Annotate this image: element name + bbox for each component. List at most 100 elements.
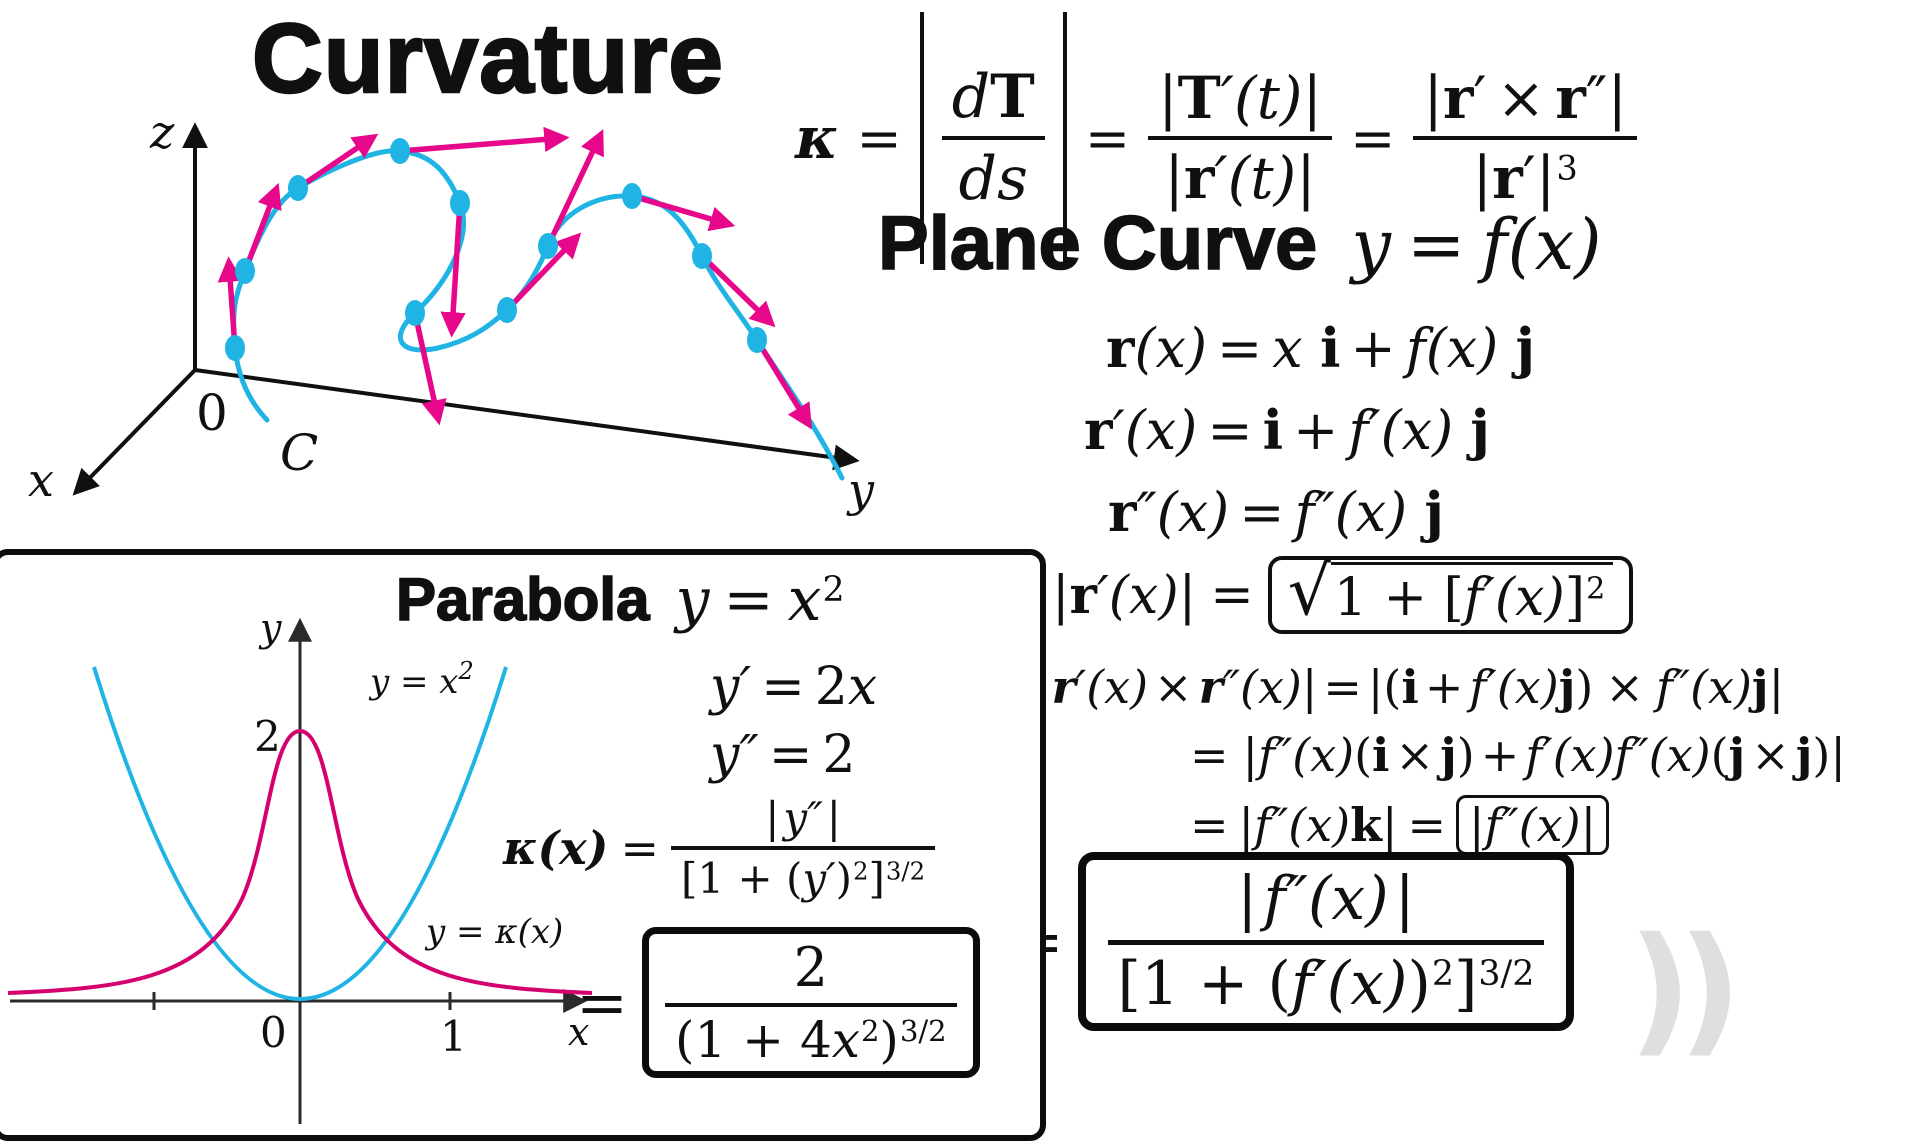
vector-j: j	[1440, 728, 1457, 782]
curve-points	[225, 138, 767, 361]
math-run: |	[1178, 565, 1197, 626]
plus-sign: +	[1350, 316, 1396, 380]
math-run: |	[1302, 64, 1323, 132]
equals: =	[1407, 798, 1447, 852]
equation-cross-2: = |f″(x)(i × j) + f′(x)f″(x)(j × j)|	[1190, 728, 1846, 782]
math-run: y′	[710, 657, 752, 717]
math-run: ′(x)	[1112, 399, 1198, 462]
axes-3d	[72, 122, 860, 496]
times-sign: ×	[1751, 728, 1790, 782]
fraction-cross-product: | r ′ × r ″ | | r ′ | 3	[1413, 64, 1637, 212]
math-run: y″	[710, 725, 759, 785]
times-sign: ×	[1395, 728, 1435, 782]
equals: =	[1350, 106, 1396, 170]
vector-i: i	[1319, 316, 1341, 380]
page-title: Curvature	[251, 2, 724, 115]
math-run: )	[1407, 949, 1431, 1019]
example-title: Parabola	[395, 565, 650, 634]
math-run: f″(x)	[1294, 481, 1408, 544]
y-axis	[194, 368, 860, 471]
kappa-curve-label: y = κ(x)	[424, 912, 563, 952]
math-run: |	[1301, 660, 1318, 714]
vector-r: r	[1084, 398, 1113, 462]
equation-speed: |r′(x)| = √ 1 + [f′(x)] 2	[1052, 556, 1634, 634]
math-run: f″(x)	[1254, 798, 1351, 852]
vector-r: r	[1442, 64, 1474, 132]
math-run: f″(x)	[1614, 728, 1711, 782]
plot-tick-1: 1	[440, 1012, 467, 1061]
math-run: f′(x)	[1290, 949, 1408, 1019]
equals: =	[620, 821, 659, 875]
math-run: |	[1381, 798, 1398, 852]
exponent: 2	[1431, 953, 1454, 994]
math-run: |	[1472, 144, 1493, 212]
vector-r: r	[1555, 64, 1586, 132]
math-run: ′	[1473, 64, 1487, 132]
math-run: ′	[1522, 144, 1536, 212]
times-sign: ×	[1154, 660, 1193, 714]
math-run: x	[831, 1011, 860, 1069]
y-axis-label: y	[846, 463, 875, 517]
math-run: 2	[793, 936, 828, 999]
equals: =	[856, 106, 902, 170]
plus-sign: +	[1480, 728, 1520, 782]
curve-label: C	[280, 424, 318, 482]
math-run: ′(t)	[1214, 144, 1297, 212]
math-run: (	[1710, 728, 1729, 782]
vector-r: r	[1183, 144, 1215, 212]
math-run: |	[1535, 144, 1556, 212]
equals: =	[1406, 204, 1466, 286]
math-run: ′(x)	[1075, 660, 1149, 714]
vector-r: r	[1492, 144, 1523, 212]
vector-r: r	[1051, 660, 1076, 714]
vector-T: T	[1177, 64, 1221, 132]
math-run: f′(x)	[1525, 728, 1615, 782]
z-axis-label: z	[149, 105, 175, 159]
math-run: |	[1296, 144, 1316, 212]
math-run: |	[1242, 728, 1259, 782]
math-run: x	[787, 565, 822, 635]
math-run: f″(x)	[1655, 660, 1752, 714]
x-axis	[72, 368, 197, 496]
boxed-result: | f″(x) |	[1456, 795, 1610, 855]
math-run: ]	[1564, 568, 1586, 628]
math-run: )	[1812, 728, 1831, 782]
origin-label: 0	[196, 384, 228, 442]
plus-sign: +	[1424, 660, 1464, 714]
plot-tick-0: 0	[260, 1008, 287, 1057]
math-run: ′(t)	[1220, 64, 1303, 132]
math-run: (1 + 4	[674, 1011, 832, 1069]
exponent: 3/2	[885, 856, 926, 886]
vector-i: i	[1401, 660, 1419, 714]
math-run: [1 + (	[680, 854, 803, 903]
vector-j: j	[1795, 728, 1813, 782]
curvature-result: = 2 (1 + 4 x 2) 3/2	[576, 927, 980, 1078]
math-run: 2	[822, 725, 856, 785]
math-run: f″(x)	[1263, 864, 1389, 934]
parabola-curve-label: y = x2	[368, 657, 474, 702]
math-run: f(x)	[1405, 317, 1499, 380]
fraction-Tprime-rprime: | T ′(t) | | r ′(t) |	[1148, 64, 1333, 212]
equals: =	[1207, 398, 1253, 462]
math-run: )	[1456, 728, 1475, 782]
math-run: y	[675, 565, 710, 635]
vector-j: j	[1424, 480, 1444, 544]
vector-T: T	[990, 62, 1035, 132]
parabola-example-panel: Parabola y = x2 y′ = 2x y″ = 2 κ(x) = | y…	[0, 549, 1046, 1141]
exponent: 3/2	[1478, 953, 1535, 994]
equals: =	[1239, 480, 1285, 544]
section-title: Plane Curve	[877, 200, 1318, 287]
times-sign: ×	[1496, 64, 1546, 132]
math-run: ″(x)	[1222, 660, 1302, 714]
vector-r: r	[1198, 660, 1223, 714]
math-run: f″(x)	[1258, 728, 1355, 782]
times-sign: ×	[1605, 660, 1644, 714]
math-run: |	[1238, 798, 1255, 852]
math-run: |	[1164, 144, 1184, 212]
vector-k: k	[1350, 798, 1382, 852]
space-curve	[231, 148, 845, 481]
math-run: ″	[1585, 64, 1608, 132]
exponent: 2	[860, 1014, 880, 1049]
